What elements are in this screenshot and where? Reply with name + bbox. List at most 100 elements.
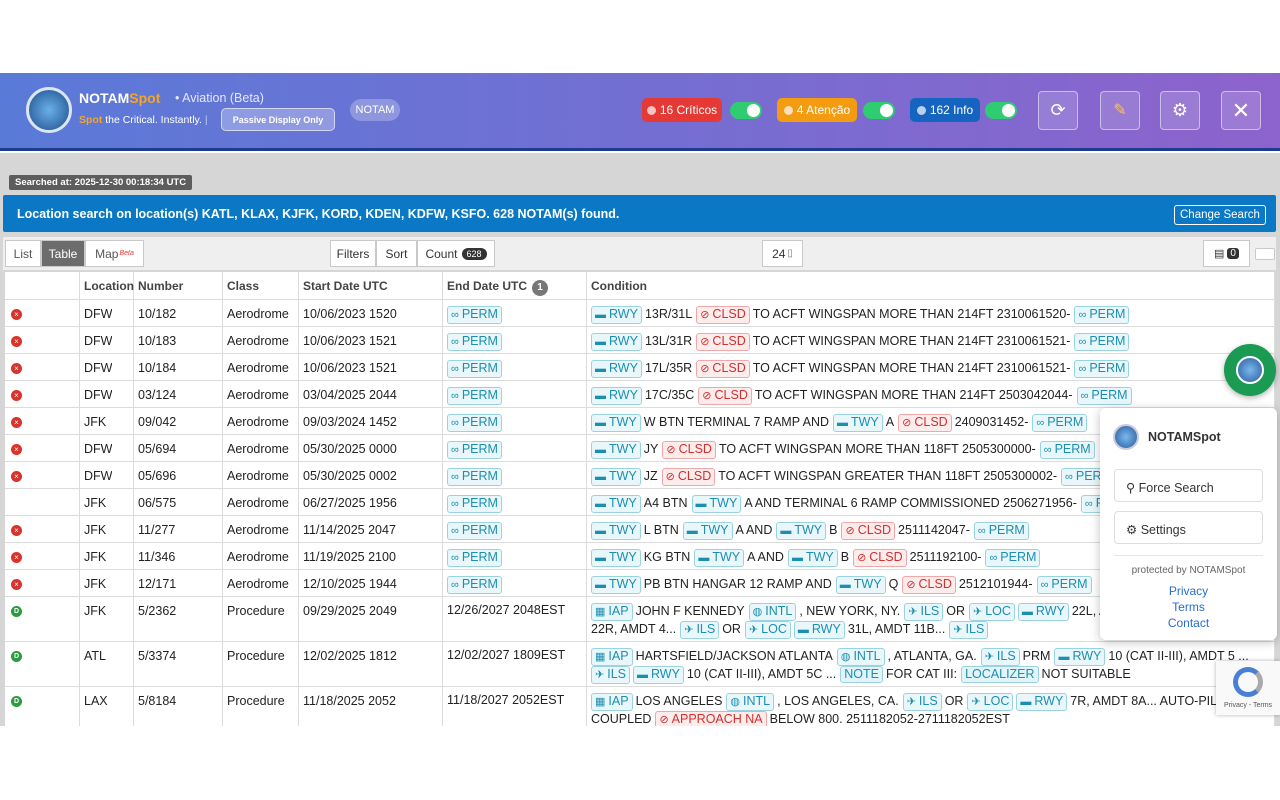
tag: ▦ IAP — [591, 603, 633, 621]
cell-border — [80, 687, 134, 726]
tag-icon: ∞ — [451, 417, 459, 429]
tag-text: PERM — [1089, 334, 1126, 348]
tag-icon: ▬ — [595, 309, 606, 321]
tag: ✈ ILS — [591, 666, 630, 684]
cell-border — [80, 327, 134, 354]
cell-border — [134, 462, 223, 489]
cell-border — [134, 381, 223, 408]
start-cell: 11/19/2025 2100 — [303, 550, 396, 564]
tag-icon: ▦ — [595, 606, 606, 618]
tag-text: PERM — [988, 523, 1025, 537]
terms-link[interactable]: Terms — [1172, 600, 1205, 614]
tag-text: ILS — [996, 649, 1016, 663]
toolbar — [3, 237, 1276, 270]
tag: ▬ TWY — [591, 576, 641, 594]
toolbar-button[interactable]: Filters — [330, 240, 376, 267]
recaptcha-links[interactable]: Privacy - Terms — [1223, 702, 1273, 709]
view-tab[interactable]: List — [5, 240, 41, 267]
contact-link[interactable]: Contact — [1167, 616, 1210, 630]
tag-icon: ▦ — [595, 696, 606, 708]
toggle[interactable] — [985, 102, 1017, 119]
condition-text: 2409031452- — [954, 415, 1029, 429]
cell-border — [223, 327, 299, 354]
cell-border — [134, 272, 223, 300]
cell-border — [80, 489, 134, 516]
tag-icon: ⊘ — [857, 552, 867, 564]
condition-text: 10 (CAT II-III), AMDT 5C ... — [686, 667, 837, 681]
condition-text: 17L/35R — [644, 361, 693, 375]
tag-text: PERM — [461, 361, 498, 375]
clear-button[interactable]: ✎ — [1100, 91, 1140, 130]
number-cell: 10/183 — [138, 334, 177, 348]
page-icon: ▯ — [787, 248, 793, 259]
tag-text: TWY — [609, 577, 637, 591]
cell-border — [80, 570, 134, 597]
condition-text: JOHN F KENNEDY — [635, 604, 745, 618]
view-tab[interactable]: Table — [41, 240, 85, 267]
cell-border — [223, 597, 299, 642]
mode-pill[interactable]: NOTAM — [350, 99, 400, 121]
tag-text: IAP — [608, 694, 629, 708]
number-cell: 11/346 — [138, 550, 176, 564]
tag: ◍ INTL — [748, 603, 797, 621]
tag-text: PERM — [461, 388, 498, 402]
fab[interactable] — [1224, 344, 1276, 396]
force-search[interactable]: ⚲ Force Search — [1114, 469, 1263, 502]
panel-logo — [1113, 424, 1139, 450]
pdf-button[interactable]: ▤ 0 — [1203, 240, 1250, 267]
settings-button[interactable]: ⚙ — [1160, 91, 1200, 130]
cell-border — [443, 489, 587, 516]
cell-border — [443, 516, 587, 543]
number-cell: 05/694 — [138, 442, 177, 456]
tag-text: CLSD — [678, 442, 712, 456]
tag: ∞PERM — [1074, 333, 1130, 351]
cell-border — [134, 300, 223, 327]
tag-icon: ▬ — [686, 525, 698, 537]
condition-cell: ▬ TWY A4 BTN ▬ TWY A AND TERMINAL 6 RAMP COMM… — [591, 495, 1273, 513]
tagline: Spot the Critical. Instantly. | — [79, 114, 208, 126]
class-cell: Aerodrome — [227, 442, 289, 456]
tag-icon: ▬ — [791, 552, 803, 564]
settings[interactable]: ⚙ Settings — [1114, 511, 1263, 544]
class-cell: Procedure — [227, 649, 285, 663]
tag-text: APPROACH NA — [671, 712, 763, 726]
tag: ▬RWY — [591, 306, 642, 324]
tag-icon: ∞ — [1036, 417, 1045, 429]
refresh-button[interactable]: ⟳ — [1038, 91, 1078, 130]
view-tab[interactable]: Map Beta — [85, 240, 144, 267]
pdf-icon: ▤ — [1214, 248, 1225, 260]
condition-text: FOR CAT III: — [886, 667, 958, 681]
cell-border — [299, 489, 443, 516]
end-cell: 12/02/2027 1809EST — [447, 648, 569, 662]
toggle[interactable] — [863, 102, 895, 119]
cell-border — [5, 597, 80, 642]
toolbar-button[interactable]: Count 628 — [417, 240, 495, 267]
view-label: List — [13, 246, 33, 261]
toolbar-end[interactable] — [1255, 248, 1275, 260]
tag-text: PERM — [461, 415, 498, 429]
toggle[interactable] — [730, 102, 762, 119]
condition-text: 13R/31L — [644, 307, 693, 321]
status-icon: × — [11, 390, 22, 401]
tag: ▬ TWY — [591, 522, 641, 540]
cell-border — [80, 642, 134, 687]
tag-text: CLSD — [712, 334, 746, 348]
tag-text: CLSD — [918, 577, 952, 591]
cell-border — [134, 570, 223, 597]
privacy-link[interactable]: Privacy — [1168, 584, 1209, 598]
page-size[interactable]: 24 ▯ — [762, 240, 803, 267]
start-cell: 09/29/2025 2049 — [303, 604, 397, 618]
tag-icon: ∞ — [977, 525, 986, 537]
tag: ✈ ILS — [680, 621, 720, 639]
tag: ◍ INTL — [726, 693, 775, 711]
tag-text: ILS — [965, 622, 985, 636]
tag-icon: ▬ — [595, 390, 606, 402]
change-search[interactable]: Change Search — [1174, 205, 1266, 225]
close-button[interactable]: ✕ — [1221, 91, 1261, 130]
toolbar-button[interactable]: Sort — [376, 240, 417, 267]
start-cell: 12/02/2025 1812 — [303, 649, 397, 663]
tag-icon: ∞ — [1080, 390, 1089, 402]
condition-text: , NEW YORK, NY. — [799, 604, 901, 618]
tag: ▦ IAP — [591, 648, 633, 666]
tag-icon: ▬ — [698, 552, 710, 564]
